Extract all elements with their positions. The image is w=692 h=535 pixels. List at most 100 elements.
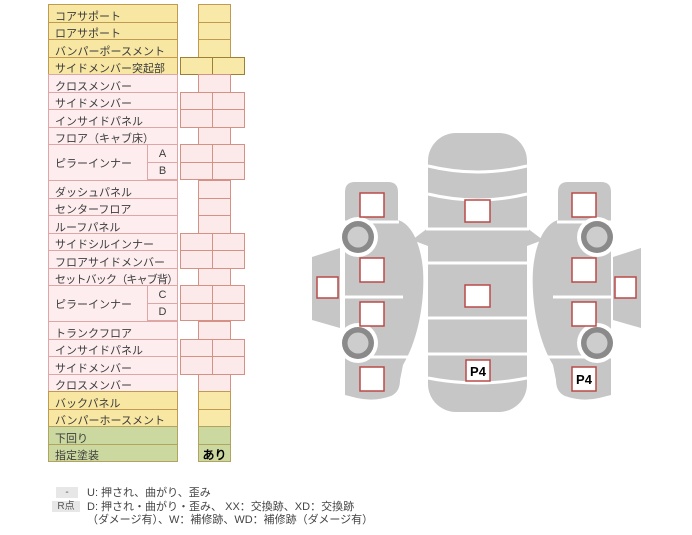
part-label: ダッシュパネル	[48, 180, 178, 199]
marker-square[interactable]	[571, 301, 597, 327]
part-label: サイドシルインナー	[48, 232, 178, 251]
damage-cell[interactable]	[180, 91, 213, 110]
table-row: バックパネル	[48, 391, 245, 410]
damage-cell[interactable]	[212, 144, 245, 163]
marker-square[interactable]	[571, 257, 597, 283]
marker-square[interactable]	[359, 301, 385, 327]
damage-cell[interactable]	[198, 180, 231, 199]
table-row: センターフロア	[48, 197, 245, 216]
rear-wheel-icon	[338, 323, 378, 363]
damage-cell[interactable]	[212, 250, 245, 269]
damage-cell[interactable]	[212, 302, 245, 321]
legend-text-continued: （ダメージ有）、W：補修跡、WD：補修跡（ダメージ有）	[87, 514, 374, 526]
part-label: セットバック（キャブ背）	[48, 267, 178, 286]
table-row: トランクフロア	[48, 321, 245, 340]
damage-cell[interactable]	[212, 91, 245, 110]
sub-label: D	[147, 302, 178, 321]
marker-square[interactable]	[465, 359, 491, 382]
front-wheel-icon	[577, 217, 617, 257]
part-label: クロスメンバー	[48, 373, 178, 392]
table-row: サイドシルインナー	[48, 232, 245, 251]
damage-cell[interactable]	[198, 426, 231, 445]
part-label: サイドメンバー	[48, 91, 178, 110]
damage-cell[interactable]	[180, 250, 213, 269]
sub-label: C	[147, 285, 178, 304]
damage-cell[interactable]	[198, 126, 231, 145]
marker-square[interactable]	[359, 257, 385, 283]
marker-square[interactable]	[571, 192, 597, 218]
damage-cell[interactable]	[180, 285, 213, 304]
damage-cell[interactable]	[180, 232, 213, 251]
damage-cell[interactable]	[198, 4, 231, 23]
part-label: バックパネル	[48, 391, 178, 410]
legend-key: R点	[52, 500, 80, 512]
damage-cell[interactable]	[212, 56, 245, 75]
damage-cell[interactable]	[212, 109, 245, 128]
damage-cell[interactable]	[212, 356, 245, 375]
damage-cell[interactable]	[198, 39, 231, 58]
table-row: インサイドパネル	[48, 338, 245, 357]
part-label: バンパーホースメント	[48, 408, 178, 427]
left-side-view	[312, 182, 424, 400]
damage-cell[interactable]	[198, 373, 231, 392]
p4-label: P4	[576, 372, 593, 387]
top-view: P4	[412, 133, 543, 412]
car-diagram: P4 P4	[312, 133, 641, 412]
sub-label: B	[147, 161, 178, 180]
legend: - U: 押され、曲がり、歪み R点 D: 押され・曲がり・歪み、 XX：交換跡…	[52, 487, 373, 526]
damage-cell[interactable]	[180, 356, 213, 375]
marker-square[interactable]	[464, 199, 491, 223]
part-label: サイドメンバー突起部	[48, 56, 178, 75]
part-label: トランクフロア	[48, 321, 178, 340]
left-mirror-icon	[412, 228, 428, 246]
table-row: サイドメンバー	[48, 356, 245, 375]
marker-square[interactable]	[614, 276, 637, 299]
part-label: センターフロア	[48, 197, 178, 216]
legend-line: - U: 押され、曲がり、歪み	[52, 487, 373, 499]
table-row: 指定塗装 あり	[48, 443, 245, 462]
part-label: バンパーポースメント	[48, 39, 178, 58]
damage-table: コアサポート ロアサポート バンパーポースメント サイドメンバー突起部 クロスメ…	[48, 4, 245, 462]
damage-cell[interactable]	[198, 267, 231, 286]
marker-square[interactable]	[359, 192, 385, 218]
part-label: ピラーインナー	[48, 144, 148, 181]
paint-value-cell: あり	[198, 443, 231, 462]
damage-cell[interactable]	[180, 109, 213, 128]
damage-cell[interactable]	[180, 161, 213, 180]
table-row: ダッシュパネル	[48, 180, 245, 199]
damage-cell[interactable]	[212, 338, 245, 357]
right-mirror-icon	[527, 228, 543, 246]
table-row-group: ピラーインナー A B	[48, 144, 245, 181]
legend-text: U: 押され、曲がり、歪み	[87, 487, 211, 499]
marker-square[interactable]	[464, 284, 491, 308]
damage-cell[interactable]	[198, 391, 231, 410]
damage-cell[interactable]	[198, 215, 231, 234]
damage-cell[interactable]	[180, 338, 213, 357]
damage-cell[interactable]	[198, 321, 231, 340]
damage-cell[interactable]	[180, 144, 213, 163]
table-row: ルーフパネル	[48, 215, 245, 234]
table-row-group: ピラーインナー C D	[48, 285, 245, 322]
damage-cell[interactable]	[180, 56, 213, 75]
damage-cell[interactable]	[198, 408, 231, 427]
part-label: クロスメンバー	[48, 74, 178, 93]
table-row: フロアサイドメンバー	[48, 250, 245, 269]
damage-cell[interactable]	[198, 74, 231, 93]
part-label: フロアサイドメンバー	[48, 250, 178, 269]
damage-cell[interactable]	[212, 232, 245, 251]
damage-cell[interactable]	[212, 161, 245, 180]
damage-cell[interactable]	[180, 302, 213, 321]
marker-square[interactable]	[571, 366, 597, 392]
marker-square[interactable]	[359, 366, 385, 392]
damage-cell[interactable]	[198, 197, 231, 216]
legend-key: -	[56, 487, 78, 498]
damage-cell[interactable]	[212, 285, 245, 304]
table-row: ロアサポート	[48, 21, 245, 40]
part-label: フロア（キャブ床）	[48, 126, 178, 145]
table-row: セットバック（キャブ背）	[48, 267, 245, 286]
part-label: ルーフパネル	[48, 215, 178, 234]
marker-square[interactable]	[316, 276, 339, 299]
front-wheel-icon	[338, 217, 378, 257]
damage-cell[interactable]	[198, 21, 231, 40]
